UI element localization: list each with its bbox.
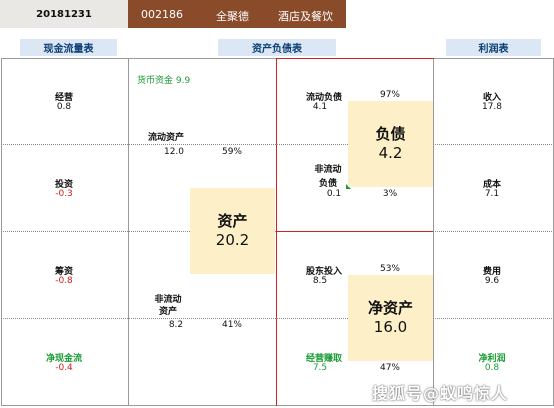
financing-cash-value: -0.8 (55, 276, 73, 286)
company-name: 全聚德 (216, 10, 249, 23)
total-liabilities-label: 负债 (375, 125, 406, 143)
net-profit-value: 0.8 (484, 363, 500, 373)
earned-equity-value: 7.5 (312, 363, 328, 373)
net-cash-flow-value: -0.4 (55, 363, 73, 373)
cost-label: 成本 (482, 180, 501, 190)
report-date: 20181231 (0, 0, 128, 28)
net-assets-box: 净资产 16.0 (348, 275, 433, 361)
stock-code: 002186 (141, 8, 183, 21)
row-divider (1, 318, 128, 319)
current-assets-value: 12.0 (163, 147, 185, 157)
total-assets-label: 资产 (217, 212, 248, 230)
current-liabilities-pct: 97% (379, 90, 400, 100)
investing-cash-label: 投资 (54, 180, 73, 190)
current-assets-pct: 59% (221, 147, 242, 157)
total-liabilities-box: 负债 4.2 (348, 101, 433, 187)
equity-divider (276, 231, 434, 232)
watermark-text: 搜狐号@蚁鸣惊人 (372, 384, 509, 403)
grid-divider (433, 58, 434, 406)
earned-equity-label: 经营赚取 (305, 354, 342, 364)
cash-flow-header: 现金流量表 (20, 39, 117, 56)
noncurrent-liabilities-label: 非流动 (314, 165, 342, 175)
revenue-value: 17.8 (481, 102, 503, 112)
total-assets-box: 资产 20.2 (190, 188, 275, 274)
operating-cash-value: 0.8 (56, 102, 72, 112)
total-liabilities-value: 4.2 (378, 144, 403, 162)
row-divider (128, 318, 276, 319)
row-divider (433, 231, 552, 232)
monetary-funds: 货币资金 9.9 (137, 76, 191, 86)
industry-name: 酒店及餐饮 (278, 10, 333, 23)
noncurrent-liabilities-label: 负债 (318, 179, 337, 189)
company-title-bar: 002186 全聚德 酒店及餐饮 (128, 0, 346, 28)
liabilities-top-border (276, 58, 434, 59)
investing-cash-value: -0.3 (55, 189, 73, 199)
noncurrent-assets-value: 8.2 (168, 320, 184, 330)
row-divider (433, 144, 552, 145)
cost-value: 7.1 (484, 189, 500, 199)
net-cash-flow-label: 净现金流 (45, 354, 82, 364)
expense-label: 费用 (482, 267, 501, 277)
noncurrent-assets-pct: 41% (221, 320, 242, 330)
operating-cash-label: 经营 (54, 93, 73, 103)
net-assets-value: 16.0 (373, 318, 408, 336)
income-statement-header: 利润表 (446, 39, 541, 56)
noncurrent-liabilities-pct: 3% (382, 189, 398, 199)
shareholder-contribution-value: 8.5 (312, 276, 328, 286)
net-assets-label: 净资产 (367, 299, 413, 317)
financing-cash-label: 筹资 (54, 267, 73, 277)
balance-divider (276, 58, 277, 406)
noncurrent-assets-label: 非流动 (154, 295, 182, 305)
revenue-label: 收入 (482, 93, 501, 103)
total-assets-value: 20.2 (215, 231, 250, 249)
row-divider (1, 231, 128, 232)
current-assets-label: 流动资产 (147, 133, 184, 143)
noncurrent-assets-label: 资产 (158, 307, 177, 317)
current-liabilities-label: 流动负债 (305, 93, 342, 103)
row-divider (433, 318, 552, 319)
shareholder-contribution-label: 股东投入 (305, 267, 342, 277)
net-profit-label: 净利润 (478, 354, 506, 364)
earned-equity-pct: 47% (379, 363, 400, 373)
shareholder-contribution-pct: 53% (379, 264, 400, 274)
noncurrent-liabilities-value: 0.1 (326, 189, 342, 199)
current-liabilities-value: 4.1 (312, 102, 328, 112)
expense-value: 9.6 (484, 276, 500, 286)
row-divider (1, 144, 128, 145)
grid-divider (128, 58, 129, 406)
balance-sheet-header: 资产负债表 (218, 39, 336, 56)
row-divider (128, 144, 276, 145)
